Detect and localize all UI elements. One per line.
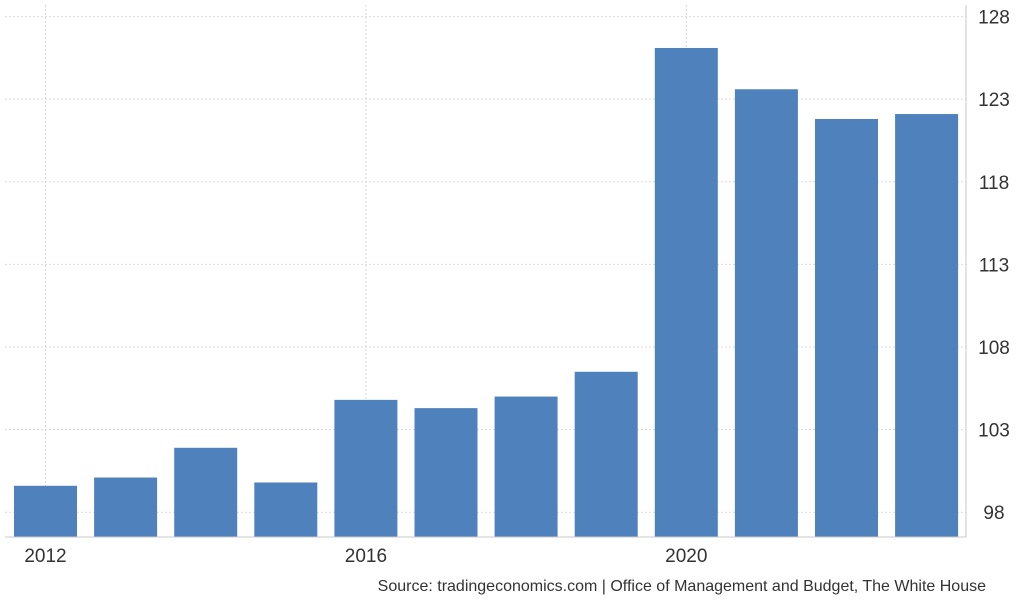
- bar: [254, 482, 318, 537]
- bar: [654, 47, 718, 538]
- bar: [574, 371, 638, 537]
- y-tick-label: 123: [978, 90, 1010, 111]
- bar: [815, 119, 878, 537]
- bar: [895, 114, 959, 537]
- y-tick-label: 108: [978, 338, 1010, 359]
- x-tick-label: 2016: [345, 546, 387, 567]
- y-tick-label: 98: [983, 503, 1004, 524]
- bars: [14, 47, 959, 538]
- x-tick-label: 2020: [665, 546, 707, 567]
- source-attribution: Source: tradingeconomics.com | Office of…: [377, 578, 986, 595]
- bar: [334, 399, 398, 537]
- y-tick-label: 118: [979, 173, 1009, 194]
- bar: [94, 477, 158, 537]
- bar: [174, 447, 238, 537]
- y-tick-label: 128: [978, 8, 1010, 29]
- bar: [494, 396, 558, 537]
- y-tick-label: 113: [979, 255, 1009, 276]
- bar: [14, 485, 77, 537]
- y-tick-label: 103: [978, 421, 1010, 442]
- bar: [734, 89, 798, 538]
- bar: [414, 408, 478, 537]
- x-tick-labels: 2012 2016 2020: [24, 546, 707, 567]
- x-tick-label: 2012: [24, 546, 66, 567]
- y-tick-labels: 98 103 108 113 118 123 128: [978, 8, 1010, 525]
